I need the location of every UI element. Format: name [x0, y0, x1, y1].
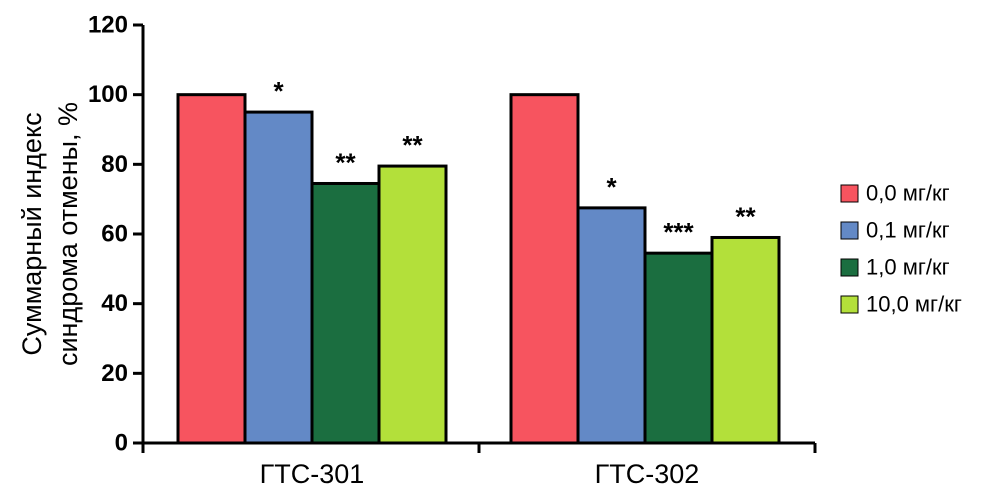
significance-mark-0-1: * — [273, 76, 284, 106]
legend-label-3: 10,0 мг/кг — [866, 292, 962, 317]
y-tick-label-1: 20 — [101, 360, 128, 387]
y-axis-label-line-2: синдрома отмены, % — [53, 102, 83, 366]
significance-mark-0-3: ** — [402, 130, 423, 160]
x-category-label-1: ГТС-302 — [595, 459, 700, 489]
legend-swatch-2 — [840, 258, 859, 277]
bar-1-0 — [509, 93, 580, 445]
y-tick-label-4: 80 — [101, 151, 128, 178]
bar-1-1 — [576, 206, 647, 445]
y-tick-label-0: 0 — [115, 430, 128, 457]
significance-mark-0-2: ** — [335, 147, 356, 177]
legend-swatch-3 — [840, 295, 859, 314]
bar-0-0 — [176, 93, 247, 445]
significance-mark-1-2: *** — [663, 217, 694, 247]
axes: 0 20 40 60 80 100 120 ГТС-301 ГТС-302 — [88, 12, 817, 489]
legend-label-2: 1,0 мг/кг — [866, 255, 950, 280]
y-tick-label-2: 40 — [101, 290, 128, 317]
bar-0-3 — [377, 164, 448, 445]
legend-label-0: 0,0 мг/кг — [866, 181, 950, 206]
y-tick-label-6: 120 — [88, 12, 128, 39]
legend-swatch-1 — [840, 221, 859, 240]
y-axis-label: Суммарный индекс синдрома отмены, % — [17, 102, 83, 366]
x-category-label-0: ГТС-301 — [260, 459, 365, 489]
bars: *********** — [176, 76, 781, 445]
y-tick-label-3: 60 — [101, 221, 128, 248]
legend-swatch-0 — [840, 184, 859, 203]
y-axis-label-line-1: Суммарный индекс — [17, 112, 47, 355]
legend-label-1: 0,1 мг/кг — [866, 218, 950, 243]
bar-1-2 — [643, 251, 714, 445]
bar-0-2 — [310, 181, 381, 445]
significance-mark-1-3: ** — [735, 201, 756, 231]
significance-mark-1-1: * — [606, 172, 617, 202]
y-tick-label-5: 100 — [88, 81, 128, 108]
bar-0-1 — [243, 110, 314, 445]
legend: 0,0 мг/кг 0,1 мг/кг 1,0 мг/кг 10,0 мг/кг — [840, 181, 962, 317]
bar-1-3 — [710, 235, 781, 445]
